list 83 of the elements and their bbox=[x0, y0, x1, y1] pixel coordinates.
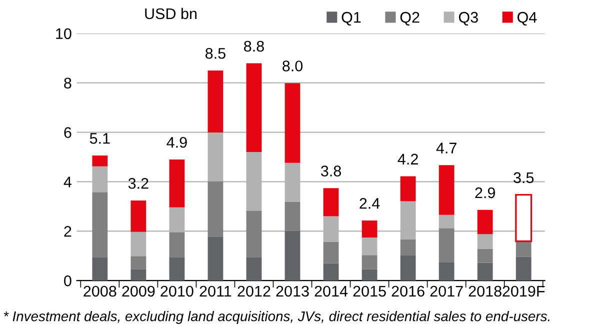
bar bbox=[284, 202, 300, 231]
y-tick-label: 10 bbox=[56, 28, 72, 40]
bar bbox=[362, 269, 378, 281]
x-tick-label: 2019F bbox=[502, 286, 545, 297]
bar bbox=[208, 132, 224, 182]
bar bbox=[438, 214, 454, 228]
bar bbox=[130, 200, 146, 232]
x-tick-label: 2017 bbox=[430, 286, 463, 297]
bar bbox=[92, 166, 108, 192]
y-tick-label: 0 bbox=[64, 275, 72, 286]
y-tick-label: 2 bbox=[64, 226, 72, 237]
total-label: 8.8 bbox=[244, 40, 264, 52]
total-label: 3.8 bbox=[320, 166, 341, 176]
total-label: 2.9 bbox=[475, 187, 495, 198]
bar bbox=[438, 262, 454, 281]
bar bbox=[362, 220, 378, 238]
x-tick-label: 2011 bbox=[200, 286, 232, 297]
bar bbox=[323, 263, 339, 281]
bar bbox=[284, 162, 300, 202]
x-tick-label: 2008 bbox=[84, 286, 116, 297]
bar bbox=[323, 188, 339, 216]
bar bbox=[246, 210, 262, 258]
x-tick-label: 2010 bbox=[160, 286, 194, 297]
bar bbox=[130, 256, 146, 270]
y-tick-label: 6 bbox=[64, 127, 72, 138]
bar bbox=[477, 234, 493, 249]
bar bbox=[92, 192, 108, 258]
total-label: 8.0 bbox=[282, 60, 303, 72]
total-label: 4.7 bbox=[436, 142, 456, 154]
bar bbox=[92, 257, 108, 281]
bar bbox=[362, 238, 378, 256]
bar bbox=[169, 207, 185, 232]
legend-label: Q4 bbox=[518, 12, 537, 26]
x-tick-label: 2015 bbox=[353, 286, 386, 297]
bar bbox=[400, 176, 416, 202]
y-axis-title: USD bn bbox=[145, 8, 197, 20]
bar bbox=[246, 63, 262, 152]
x-tick-label: 2016 bbox=[392, 286, 424, 297]
bar bbox=[323, 242, 339, 264]
legend-label: Q2 bbox=[400, 12, 420, 26]
bar bbox=[130, 269, 146, 281]
total-label: 4.9 bbox=[166, 136, 187, 148]
bar bbox=[246, 257, 262, 281]
bar bbox=[516, 256, 532, 281]
bar bbox=[438, 165, 454, 215]
bar bbox=[400, 201, 416, 240]
total-label: 8.5 bbox=[206, 48, 226, 59]
bar bbox=[362, 255, 378, 270]
x-tick-label: 2014 bbox=[314, 286, 348, 297]
bar bbox=[438, 228, 454, 263]
bar bbox=[477, 210, 493, 234]
y-tick-label: 8 bbox=[64, 78, 72, 89]
bar bbox=[169, 257, 185, 281]
bar bbox=[400, 255, 416, 281]
x-tick-label: 2009 bbox=[122, 286, 155, 297]
legend-label: Q1 bbox=[342, 12, 361, 26]
total-label: 2.4 bbox=[360, 198, 380, 209]
bar bbox=[323, 216, 339, 242]
total-label: 5.1 bbox=[90, 133, 110, 144]
bar bbox=[92, 155, 108, 166]
bar bbox=[246, 152, 262, 211]
bar bbox=[169, 232, 185, 258]
bar bbox=[477, 248, 493, 263]
total-label: 4.2 bbox=[398, 154, 418, 164]
total-label: 3.2 bbox=[128, 178, 148, 189]
x-tick-label: 2018 bbox=[468, 286, 502, 297]
x-tick-label: 2012 bbox=[238, 286, 270, 297]
bar bbox=[516, 241, 532, 257]
bar bbox=[208, 70, 224, 133]
bar bbox=[208, 181, 224, 237]
bar bbox=[400, 239, 416, 256]
bar bbox=[477, 262, 493, 281]
y-tick-label: 4 bbox=[64, 176, 72, 188]
bar bbox=[284, 83, 300, 163]
total-label: 3.5 bbox=[514, 172, 534, 184]
bar bbox=[284, 230, 300, 281]
x-tick-label: 2013 bbox=[276, 286, 309, 297]
bar bbox=[515, 194, 532, 242]
bar bbox=[130, 232, 146, 256]
bar bbox=[169, 159, 185, 208]
text: * Investment deals, excluding land acquisitions, JVs, direct residential sales to end-users. bbox=[4, 311, 550, 324]
bar bbox=[208, 236, 224, 281]
legend-label: Q3 bbox=[458, 12, 478, 26]
